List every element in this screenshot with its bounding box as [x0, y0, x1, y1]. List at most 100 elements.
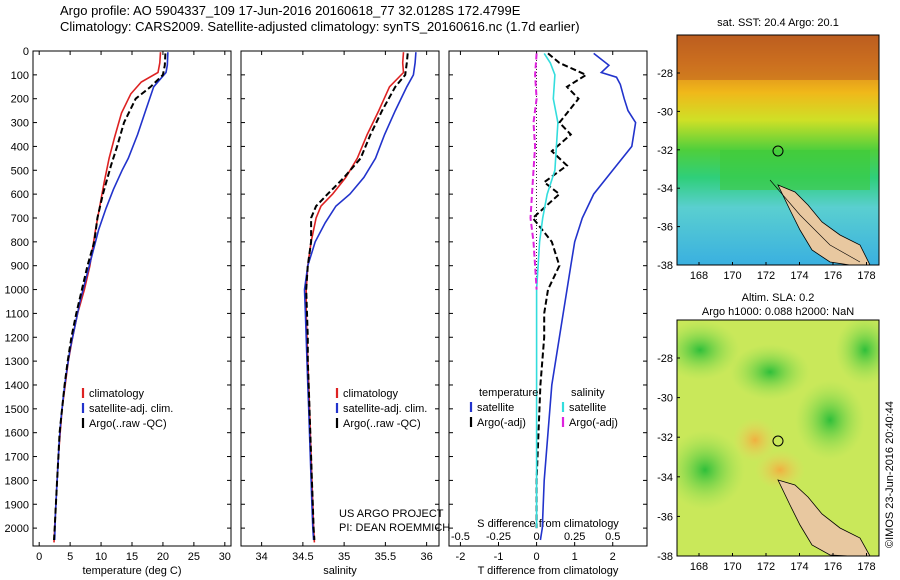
x-tick-label: 0	[36, 551, 42, 563]
series-line-3-2	[531, 52, 589, 529]
series-line-2-3	[305, 53, 409, 541]
sst-map-lat-tick: -30	[657, 106, 673, 118]
x-tick-label: 2	[610, 551, 616, 563]
depth-tick-label: 1600	[5, 428, 29, 440]
legend-entry: climatology	[343, 388, 399, 400]
depth-tick-label: 600	[11, 189, 29, 201]
x-tick-label: 1	[572, 551, 578, 563]
s-diff-tick-label: 0.5	[605, 531, 620, 543]
x-tick-label: 35	[338, 551, 350, 563]
figure-title-line2: Climatology: CARS2009. Satellite-adjuste…	[60, 19, 580, 34]
depth-tick-label: 1500	[5, 404, 29, 416]
legend-entry: satellite	[477, 402, 514, 414]
s-diff-axis-label: S difference from climatology	[477, 518, 619, 530]
sst-map-lat-tick: -32	[657, 145, 673, 157]
sst-map-lon-tick: 178	[857, 270, 875, 282]
series-line-3-3	[535, 52, 559, 529]
sla-map-lat-tick: -30	[657, 393, 673, 405]
x-tick-label: 20	[157, 551, 169, 563]
depth-tick-label: 400	[11, 141, 29, 153]
depth-tick-label: 200	[11, 94, 29, 106]
depth-tick-label: 300	[11, 118, 29, 130]
sst-map	[676, 34, 880, 266]
depth-tick-label: 1100	[5, 308, 29, 320]
project-credit-line2: PI: DEAN ROEMMICH	[339, 522, 450, 534]
x-tick-label: 5	[67, 551, 73, 563]
sst-map-lon-tick: 176	[824, 270, 842, 282]
x-tick-label: 35.5	[375, 551, 396, 563]
legend-entry: satellite-adj. clim.	[89, 403, 173, 415]
project-credit-line1: US ARGO PROJECT	[339, 508, 444, 520]
new-zealand-land	[777, 184, 871, 265]
sst-map-lon-tick: 170	[723, 270, 741, 282]
x-tick-label: 10	[95, 551, 107, 563]
sst-map-lon-tick: 168	[690, 270, 708, 282]
new-zealand-land-2	[777, 479, 871, 556]
plot-frame-3	[448, 50, 648, 547]
sla-map-lat-tick: -32	[657, 432, 673, 444]
depth-tick-label: 900	[11, 261, 29, 273]
series-line-3-1	[539, 52, 637, 541]
series-line-3-4	[529, 53, 538, 290]
argo-position-marker	[772, 145, 784, 157]
legend-group-title: temperature	[479, 387, 538, 399]
chart-panel-3: -2 -1 0 1 2 -0.5 -0.25 0 0.25 0.5S difference fro…	[448, 50, 648, 577]
x-axis-label: temperature (deg C)	[82, 565, 181, 577]
s-diff-tick-label: 0.25	[564, 531, 585, 543]
sst-map-lat-tick: -28	[657, 68, 673, 80]
sla-map-lon-tick: 176	[824, 561, 842, 573]
legend-entry: satellite	[569, 402, 606, 414]
sla-map-title-line1: Altim. SLA: 0.2	[742, 292, 815, 304]
legend-entry: Argo(-adj)	[477, 417, 526, 429]
chart-panel-2: 34 34.5 35 35.5 36 salinity climatology satelli…	[240, 50, 440, 577]
depth-tick-label: 1300	[5, 356, 29, 368]
depth-tick-label: 1000	[5, 285, 29, 297]
sla-map-lon-tick: 174	[790, 561, 808, 573]
figure-title-line1: Argo profile: AO 5904337_109 17-Jun-2016…	[60, 3, 521, 18]
series-line-1-3	[53, 53, 167, 541]
x-tick-label: 34.5	[292, 551, 313, 563]
s-diff-tick-label: -0.5	[451, 531, 470, 543]
sst-map-lat-tick: -34	[657, 183, 673, 195]
x-axis-label: salinity	[323, 565, 357, 577]
sla-map-lon-tick: 168	[690, 561, 708, 573]
depth-tick-label: 100	[11, 70, 29, 82]
x-tick-label: 34	[256, 551, 268, 563]
depth-tick-label: 1800	[5, 475, 29, 487]
sst-map-lon-tick: 174	[790, 270, 808, 282]
x-tick-label: 25	[188, 551, 200, 563]
legend-entry: Argo(..raw -QC)	[343, 418, 421, 430]
x-tick-label: 36	[421, 551, 433, 563]
sst-map-title: sat. SST: 20.4 Argo: 20.1	[717, 17, 839, 29]
sst-map-lon-tick: 172	[757, 270, 775, 282]
depth-tick-label: 1400	[5, 380, 29, 392]
depth-tick-label: 800	[11, 237, 29, 249]
depth-tick-label: 0	[23, 46, 29, 58]
depth-tick-label: 2000	[5, 523, 29, 535]
s-diff-tick-label: 0	[534, 531, 540, 543]
x-tick-label: 15	[126, 551, 138, 563]
x-axis-label: T difference from climatology	[478, 565, 619, 577]
depth-tick-label: 1700	[5, 452, 29, 464]
legend-entry: Argo(-adj)	[569, 417, 618, 429]
sla-map-lat-tick: -28	[657, 353, 673, 365]
legend-entry: climatology	[89, 388, 145, 400]
depth-tick-label: 1900	[5, 499, 29, 511]
sla-map-lon-tick: 172	[757, 561, 775, 573]
legend-entry: Argo(..raw -QC)	[89, 418, 167, 430]
chart-panel-1: 0100200300400500600700800900100011001200…	[5, 46, 232, 577]
argo-position-marker-2	[772, 435, 784, 447]
plot-frame-1	[32, 50, 232, 547]
plot-frame-2	[240, 50, 440, 547]
sst-map-lat-tick: -36	[657, 222, 673, 234]
s-diff-tick-label: -0.25	[486, 531, 511, 543]
depth-tick-label: 700	[11, 213, 29, 225]
depth-tick-label: 500	[11, 165, 29, 177]
sst-map-lat-tick: -38	[657, 260, 673, 272]
legend-group-title: salinity	[571, 387, 605, 399]
sla-map-lat-tick: -38	[657, 551, 673, 563]
sla-map	[676, 319, 880, 557]
x-tick-label: -2	[456, 551, 466, 563]
x-tick-label: 30	[219, 551, 231, 563]
sla-map-lat-tick: -34	[657, 472, 673, 484]
